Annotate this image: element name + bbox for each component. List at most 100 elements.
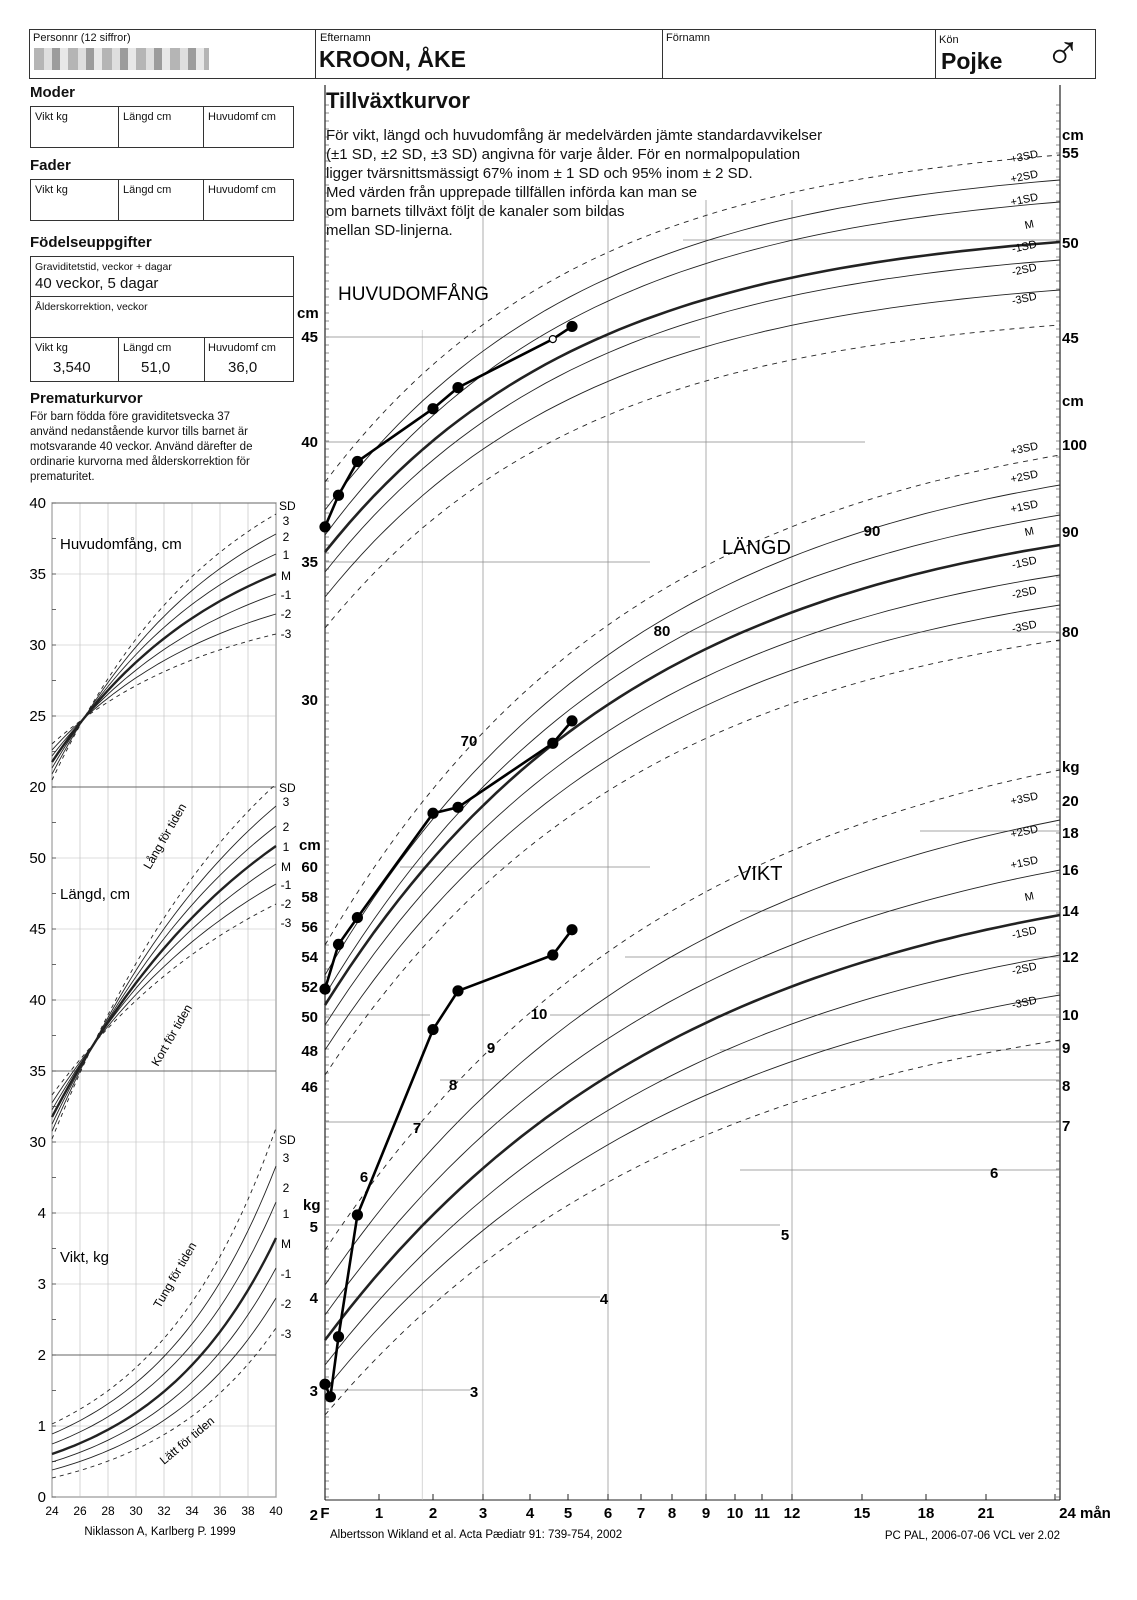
- pre-curve-sd: [51, 613, 277, 751]
- pre-ytick-label: 4: [38, 1205, 46, 1222]
- data-point: [324, 1391, 336, 1403]
- birth-col-divider-1: [118, 337, 119, 382]
- unit-cm-label: cm: [297, 305, 319, 322]
- pre-curve-sd: [51, 533, 277, 775]
- intro-line: mellan SD-linjerna.: [326, 222, 453, 239]
- data-point: [566, 715, 578, 727]
- data-point: [427, 1023, 439, 1036]
- tung-for-tiden-label: Tung för tiden: [150, 1240, 199, 1311]
- pre-curve-sd: [51, 1165, 277, 1435]
- pre-sd-label: 2: [283, 820, 290, 834]
- hc-sd-curve: [324, 201, 1061, 536]
- main-xtick-label: 18: [918, 1505, 935, 1522]
- pre-curve-sd: [51, 513, 277, 781]
- moder-vikt-label: Vikt kg: [35, 111, 68, 123]
- main-xtick-label: 24 mån: [1059, 1505, 1111, 1522]
- moder-huvud-label: Huvudomf cm: [208, 111, 276, 123]
- main-title: Tillväxtkurvor: [326, 88, 470, 113]
- weight-sd-curve: [324, 819, 1061, 1286]
- fader-langd-cell[interactable]: [118, 179, 204, 221]
- left-axis-wt-label: 3: [310, 1383, 318, 1400]
- main-xtick-label: 3: [479, 1505, 487, 1522]
- right-axis-hc-label: 45: [1062, 330, 1079, 347]
- right-axis-wt-label: 16: [1062, 862, 1079, 879]
- right-axis-wt-label: 8: [1062, 1078, 1070, 1095]
- main-xtick-label: 1: [375, 1505, 383, 1522]
- pre-curve-median: [51, 572, 277, 763]
- right-axis-hc-label: 55: [1062, 145, 1079, 162]
- data-point: [332, 489, 345, 501]
- main-xtick-label: F: [320, 1505, 329, 1522]
- pre-ytick-label: 40: [29, 495, 46, 512]
- pre-curve-sd: [51, 633, 277, 745]
- pre-citation: Niklasson A, Karlberg P. 1999: [84, 1526, 235, 1538]
- inner-wt-label: 8: [449, 1077, 457, 1094]
- pre-sd-header: SD: [279, 781, 296, 795]
- header-divider-3: [935, 29, 936, 79]
- data-point: [332, 1331, 345, 1343]
- pre-sd-header: SD: [279, 1133, 296, 1147]
- inner-wt-label: 5: [781, 1227, 789, 1244]
- main-xtick-label: 5: [564, 1505, 572, 1522]
- kon-value[interactable]: Pojke: [941, 48, 1003, 74]
- inner-len-label: 70: [461, 733, 478, 750]
- right-axis-hc-label: 50: [1062, 235, 1079, 252]
- intro-line: (±1 SD, ±2 SD, ±3 SD) angivna för varje …: [326, 146, 801, 163]
- moder-langd-cell[interactable]: [118, 106, 204, 148]
- main-xtick-label: 10: [727, 1505, 744, 1522]
- pre-huvud-label: Huvudomfång, cm: [60, 536, 182, 553]
- data-point: [427, 807, 439, 819]
- weight-median-curve: [323, 913, 1061, 1341]
- pre-ytick-label: 25: [29, 708, 46, 725]
- left-axis-len-label: 56: [301, 919, 318, 936]
- left-axis-len-label: 46: [301, 1079, 318, 1096]
- right-axis-wt-label: 12: [1062, 949, 1079, 966]
- right-axis-wt-label: 9: [1062, 1040, 1070, 1057]
- pre-sd-label: M: [281, 569, 291, 583]
- pre-sd-label: 1: [283, 840, 290, 854]
- pre-sd-label: -3: [281, 916, 292, 930]
- birth-langd-value[interactable]: 51,0: [141, 359, 171, 376]
- main-sd-label: -2SD: [1011, 262, 1038, 279]
- main-xtick-label: 21: [978, 1505, 995, 1522]
- pre-xtick-label: 40: [269, 1504, 283, 1518]
- personnr-value-blurred: [34, 48, 209, 70]
- data-point: [452, 382, 464, 394]
- pre-curve-sd: [51, 863, 277, 1111]
- series-line-vikt: [323, 928, 574, 1402]
- data-point: [452, 801, 464, 813]
- unit-kg-label: kg: [1062, 759, 1080, 776]
- birth-vikt-value[interactable]: 3,540: [53, 359, 91, 376]
- birth-huvud-value[interactable]: 36,0: [228, 359, 258, 376]
- inner-wt-label: 7: [413, 1120, 421, 1137]
- right-axis-wt-label: 10: [1062, 1007, 1079, 1024]
- intro-text: För vikt, längd och huvudomfång är medel…: [326, 126, 822, 240]
- right-axis-len-label: 100: [1062, 437, 1087, 454]
- gest-label: Graviditetstid, veckor + dagar: [35, 261, 172, 273]
- pre-curve-sd: [51, 553, 277, 769]
- lang-for-tiden-label: Lång för tiden: [140, 801, 189, 872]
- moder-title: Moder: [30, 84, 75, 101]
- inner-wt-label: 9: [487, 1040, 495, 1057]
- pre-sd-label: 3: [283, 1151, 290, 1165]
- header-divider-1: [315, 29, 316, 79]
- data-point: [566, 924, 578, 936]
- efternamn-value[interactable]: KROON, ÅKE: [319, 46, 466, 72]
- inner-wt-label: 4: [600, 1291, 609, 1308]
- right-axis-len-label: 80: [1062, 624, 1079, 641]
- birth-box: [30, 256, 294, 382]
- data-point: [351, 1209, 363, 1221]
- huvud-title: HUVUDOMFÅNG: [338, 284, 489, 305]
- main-sd-label: +2SD: [1010, 168, 1040, 186]
- main-sd-label: +3SD: [1010, 440, 1040, 458]
- birth-title: Födelseuppgifter: [30, 234, 152, 251]
- gest-value[interactable]: 40 veckor, 5 dagar: [35, 275, 159, 292]
- kon-label: Kön: [939, 34, 959, 46]
- pre-sd-label: 1: [283, 1207, 290, 1221]
- main-sd-label: -2SD: [1011, 961, 1038, 978]
- unit-cm-label: cm: [1062, 127, 1084, 144]
- intro-line: ligger tvärsnittsmässigt 67% inom ± 1 SD…: [326, 165, 753, 182]
- main-xtick-label: 11: [754, 1505, 770, 1522]
- pre-xtick-label: 30: [129, 1504, 143, 1518]
